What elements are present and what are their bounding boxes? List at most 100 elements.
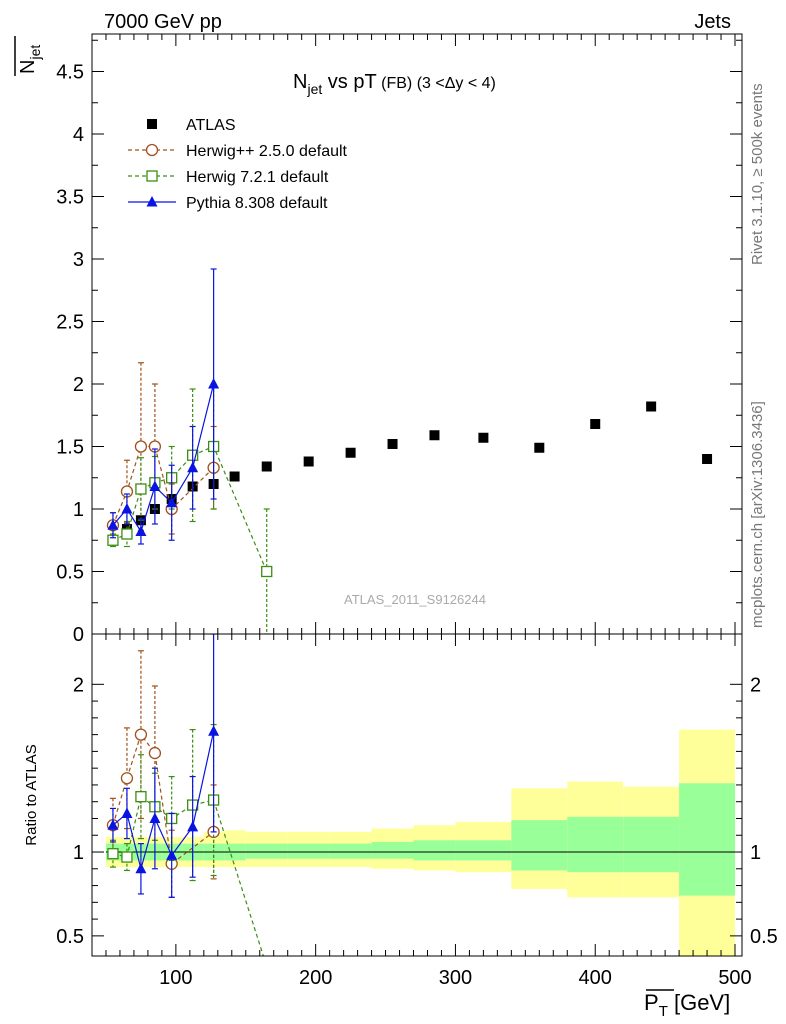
ratio-band-inner (329, 843, 372, 859)
main-series-0-point (303, 456, 314, 467)
svg-text:PT [GeV]: PT [GeV] (644, 990, 730, 1020)
main-ytick-label: 0.5 (56, 562, 84, 584)
xlabel: PT [GeV] (644, 989, 730, 1020)
legend-label-2: Herwig 7.2.1 default (186, 169, 329, 186)
main-axes: 0 0.5 1 1.5 2 2.5 3 3.5 4 4.5 (56, 34, 742, 646)
main-series-0-point (429, 430, 440, 441)
legend-marker-3 (146, 196, 158, 207)
ratio-band-inner (455, 840, 512, 861)
xlabel-main: P (644, 990, 659, 1015)
main-ylabel-main: N (17, 60, 39, 74)
legend-marker-2 (146, 170, 158, 182)
ratio-series-2-point (121, 807, 133, 818)
main-ytick-label: 2 (73, 374, 84, 396)
ratio-series-0-line (112, 733, 214, 865)
main-series-2-line (112, 445, 268, 572)
main-ytick-label: 3.5 (56, 187, 84, 209)
main-ytick-label: 0 (73, 624, 84, 646)
main-title-rest: vs pT (322, 71, 376, 93)
ratio-band-inner (287, 843, 330, 859)
legend-marker-1 (145, 143, 159, 157)
main-ytick-label: 1 (73, 499, 84, 521)
main-ytick-label: 4 (73, 124, 84, 146)
legend-label-1: Herwig++ 2.5.0 default (186, 143, 348, 160)
main-series-3-point (166, 496, 178, 508)
ratio-series-0-point (120, 772, 134, 785)
main-ylabel: Njet (14, 36, 43, 76)
ratio-frame (91, 633, 743, 957)
ratio-ytick-label: 1 (73, 842, 84, 864)
xtick-label: 400 (579, 967, 612, 989)
legend: ATLAS Herwig++ 2.5.0 default Herwig 7.2.1 … (128, 117, 348, 212)
ratio-series-1-point (107, 848, 119, 860)
xtick-label: 200 (299, 967, 332, 989)
main-title-sub: jet (306, 81, 322, 97)
ratio-ytick-label-right: 2 (750, 674, 761, 696)
ratio-axes: 0.5 0.5 1 1 2 2 100 200 300 400 500 (56, 634, 778, 989)
header-right: Jets (694, 11, 731, 33)
main-series-3-point (149, 480, 161, 491)
ratio-ytick-label: 0.5 (56, 926, 84, 948)
ratio-panel (105, 729, 736, 956)
main-series-3-point (107, 519, 119, 530)
xtick-label: 500 (718, 967, 751, 989)
ratio-band-inner (679, 783, 736, 896)
ratio-series-0-point (148, 746, 162, 760)
ratio-panel-marks (106, 634, 265, 956)
ratio-series-1-point (135, 791, 147, 803)
main-title-small: (FB) (3 <Δy < 4) (377, 75, 496, 92)
header-left: 7000 GeV pp (104, 11, 222, 33)
main-series-0-point (702, 454, 713, 464)
ratio-band-inner (413, 840, 456, 861)
main-ylabel-sub: jet (27, 45, 43, 61)
side-label-bottom: mcplots.cern.ch [arXiv:1306.3436] (749, 401, 766, 628)
main-ytick-label: 3 (73, 249, 84, 271)
main-series-0-point (534, 442, 545, 453)
xlabel-sub: T (659, 1003, 668, 1020)
ratio-ytick-label: 2 (73, 674, 84, 696)
main-series-0-point (590, 419, 601, 429)
ratio-ytick-label-right: 1 (750, 842, 761, 864)
legend-marker-0 (147, 119, 157, 129)
ratio-series-2-point (208, 725, 220, 736)
ratio-series-2-point (135, 862, 147, 874)
ratio-series-1-line (112, 795, 265, 956)
ratio-band-inner (511, 820, 568, 871)
ratio-band-inner (371, 841, 414, 859)
ratio-series-2-point (187, 820, 199, 832)
ratio-ylabel: Ratio to ATLAS (23, 744, 40, 845)
ratio-series-1-point (121, 851, 133, 863)
ratio-band-inner (567, 816, 624, 873)
watermark: ATLAS_2011_S9126244 (344, 592, 486, 607)
main-series-0-point (261, 461, 272, 472)
ratio-band-inner (623, 816, 680, 873)
ratio-series-0-point (134, 728, 148, 741)
main-series-0-point (478, 432, 489, 443)
ratio-series-2-point (107, 819, 119, 830)
main-title-main: N (293, 71, 307, 93)
main-series-2-point (135, 483, 147, 495)
main-series-2-point (261, 565, 273, 578)
ratio-series-2-point (166, 849, 178, 860)
xlabel-rest: [GeV] (668, 990, 730, 1015)
main-series-0-point (387, 439, 398, 449)
main-series-0-point (646, 401, 657, 412)
main-series-3-point (208, 378, 220, 389)
xtick-label: 100 (159, 967, 192, 989)
side-label-top: Rivet 3.1.10, ≥ 500k events (749, 83, 766, 265)
main-series-2-point (121, 528, 133, 540)
legend-label-3: Pythia 8.308 default (186, 195, 328, 212)
ratio-series-2-point (149, 812, 161, 823)
main-series-3-point (121, 503, 133, 514)
main-ytick-label: 1.5 (56, 437, 84, 459)
main-ytick-label: 2.5 (56, 312, 84, 334)
main-ytick-label: 4.5 (56, 62, 84, 84)
main-series-1-point (134, 440, 148, 453)
main-title: Njet vs pT (FB) (3 <Δy < 4) (293, 71, 496, 97)
ratio-ytick-label-right: 0.5 (750, 926, 778, 948)
main-series-0-point (345, 447, 356, 458)
legend-label-0: ATLAS (186, 117, 236, 134)
svg-text:Njet: Njet (17, 45, 43, 74)
main-panel-marks (106, 268, 713, 634)
